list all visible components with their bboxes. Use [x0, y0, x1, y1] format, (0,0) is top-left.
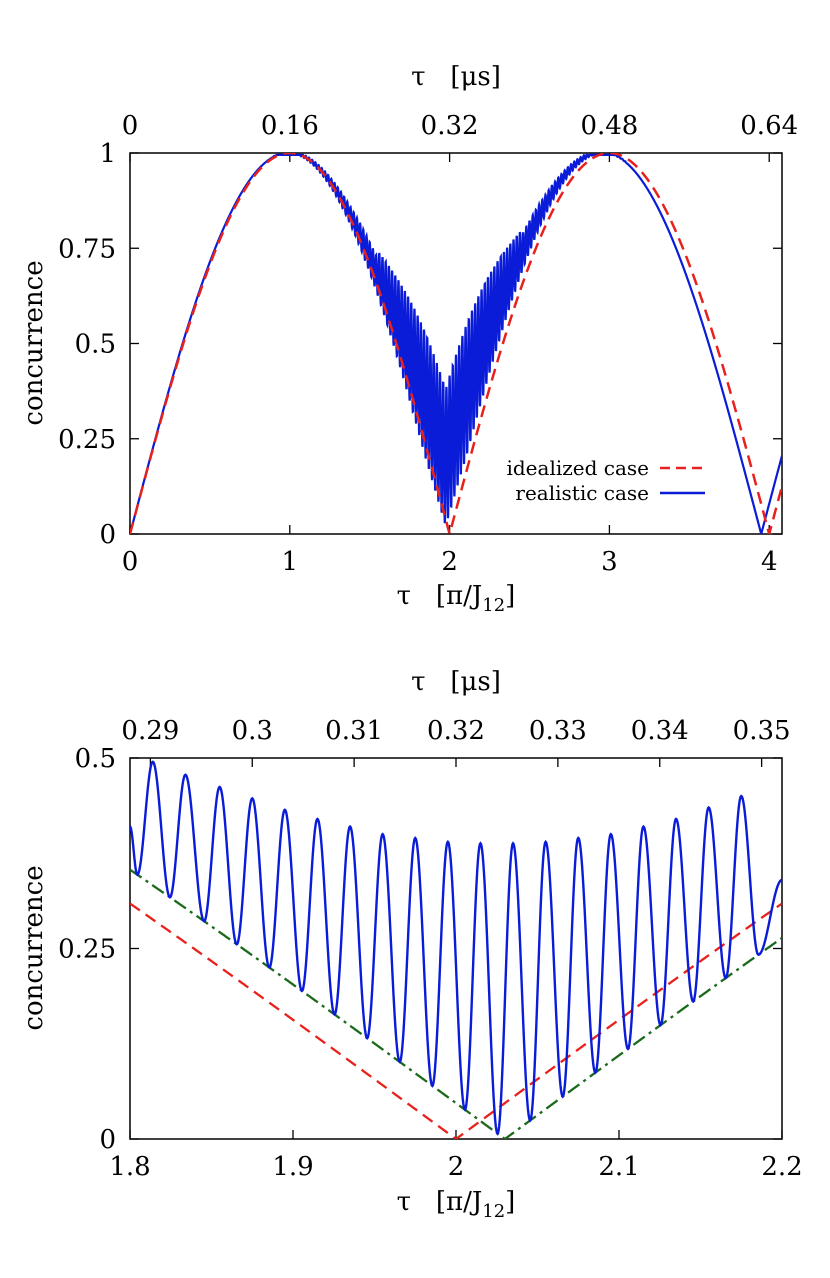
y-tick-label: 0: [99, 1125, 116, 1155]
x-tick-label: 2.1: [598, 1152, 639, 1182]
x-tick-label: 0: [122, 547, 139, 577]
x2-tick-label: 0.33: [529, 716, 587, 746]
y-tick-label: 0.25: [58, 935, 116, 965]
x2-tick-label: 0: [122, 111, 139, 141]
x-axis-title-main: τ [π/J: [397, 1187, 483, 1217]
x2-tick-label: 0.32: [427, 716, 485, 746]
y-tick-label: 1: [99, 139, 116, 169]
y-tick-label: 0.5: [75, 744, 116, 774]
series-idealized-line: [130, 153, 782, 534]
x2-tick-label: 0.3: [232, 716, 273, 746]
x-tick-label: 3: [601, 547, 618, 577]
series-realistic-line: [130, 153, 782, 534]
x2-tick-label: 0.64: [740, 111, 798, 141]
y-axis-title: concurrence: [19, 260, 49, 425]
x2-tick-label: 0.29: [121, 716, 179, 746]
x-tick-label: 2: [448, 1152, 465, 1182]
y-tick-label: 0.75: [58, 234, 116, 264]
series-idealized-line: [130, 902, 782, 1139]
x2-tick-label: 0.34: [631, 716, 689, 746]
x2-axis-title: τ [μs]: [411, 62, 501, 92]
x-tick-label: 1.9: [272, 1152, 313, 1182]
x2-tick-labels: 0 0.16 0.32 0.48 0.64: [122, 111, 798, 141]
y-tick-labels: 0 0.25 0.5: [58, 744, 116, 1155]
series-group: [130, 153, 782, 534]
bottom-chart: 1.8 1.9 2 2.1 2.2 0.29 0.3 0.31 0.32 0.33 0.34 0.3…: [19, 667, 803, 1222]
y-axis-title: concurrence: [19, 865, 49, 1030]
x-axis-title-end: ]: [505, 581, 515, 611]
x2-tick-label: 0.31: [325, 716, 383, 746]
y-tick-labels: 0 0.25 0.5 0.75 1: [58, 139, 116, 550]
x-axis-title-sub: 12: [482, 595, 505, 616]
x2-tick-label: 0.32: [421, 111, 479, 141]
x-tick-labels: 0 1 2 3 4: [122, 547, 778, 577]
tick-marks: [129, 757, 783, 1140]
y-tick-label: 0: [99, 520, 116, 550]
y-tick-label: 0.25: [58, 425, 116, 455]
x-tick-label: 4: [761, 547, 778, 577]
x-axis-title-main: τ [π/J: [397, 581, 483, 611]
x-tick-labels: 1.8 1.9 2 2.1 2.2: [109, 1152, 802, 1182]
legend-label-realistic: realistic case: [515, 481, 649, 505]
x-tick-label: 1.8: [109, 1152, 150, 1182]
x-axis-title: τ [π/J12]: [397, 1187, 516, 1222]
x-tick-label: 2.2: [761, 1152, 802, 1182]
x2-tick-label: 0.16: [261, 111, 319, 141]
plot-frame: [129, 152, 783, 535]
x2-tick-label: 0.35: [733, 716, 791, 746]
x-tick-label: 2: [441, 547, 458, 577]
series-realistic-line: [130, 760, 782, 1136]
x-tick-label: 1: [282, 547, 299, 577]
series-group: [130, 760, 782, 1139]
legend-label-idealized: idealized case: [506, 456, 649, 480]
x-axis-title-sub: 12: [482, 1201, 505, 1222]
x-axis-title-end: ]: [505, 1187, 515, 1217]
tick-marks: [129, 152, 782, 535]
x2-tick-labels: 0.29 0.3 0.31 0.32 0.33 0.34 0.35: [121, 716, 790, 746]
x2-axis-title: τ [μs]: [411, 667, 501, 697]
y-tick-label: 0.5: [75, 330, 116, 360]
x-axis-title: τ [π/J12]: [397, 581, 516, 616]
legend: idealized case realistic case: [506, 456, 705, 505]
x2-tick-label: 0.48: [580, 111, 638, 141]
